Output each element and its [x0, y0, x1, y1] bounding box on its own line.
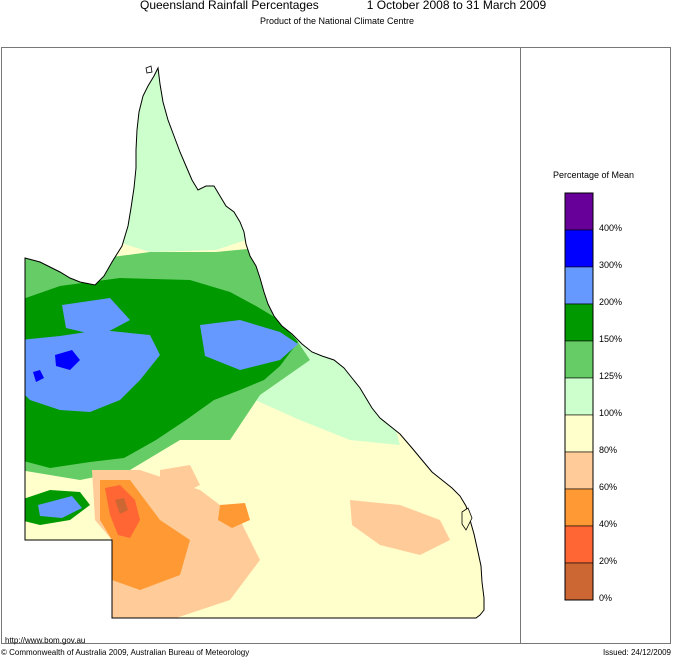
legend-swatch-9 [564, 525, 594, 564]
legend-swatch-3 [564, 303, 594, 342]
band-200-300-north [62, 298, 130, 336]
legend-swatch-0 [564, 192, 594, 231]
legend-swatch-10 [564, 562, 594, 601]
band-200-300-west [25, 330, 160, 412]
band-200-300-southwest [38, 496, 82, 518]
title-text: Queensland Rainfall Percentages [140, 0, 319, 12]
legend-divider [520, 47, 521, 644]
band-0-20 [115, 498, 128, 514]
legend-swatch-4 [564, 340, 594, 379]
legend-title: Percentage of Mean [553, 170, 635, 180]
band-100-125-north [118, 68, 252, 252]
date-range: 1 October 2008 to 31 March 2009 [366, 0, 547, 12]
band-60-80-central [160, 465, 200, 495]
legend-colorbar [564, 192, 594, 601]
island-fraser [461, 507, 473, 531]
map-title: Queensland Rainfall Percentages 1 October… [140, 0, 546, 12]
band-200-300-central [200, 320, 298, 370]
legend-swatch-6 [564, 414, 594, 453]
map-subtitle: Product of the National Climate Centre [259, 16, 415, 26]
band-40-60-spot [218, 503, 250, 528]
legend-label-9: 20% [599, 556, 618, 566]
legend-swatch-1 [564, 229, 594, 268]
legend-swatch-2 [564, 266, 594, 305]
legend-label-6: 80% [599, 445, 618, 455]
legend-label-8: 40% [599, 519, 618, 529]
legend-label-1: 300% [599, 260, 623, 270]
band-300-400-spot [33, 370, 44, 382]
source-url[interactable]: http://www.bom.gov.au [5, 636, 86, 645]
legend-label-10: 0% [599, 593, 613, 603]
issued-date: Issued: 24/12/2009 [602, 648, 671, 657]
band-300-400 [55, 350, 80, 370]
legend-label-5: 100% [599, 408, 623, 418]
legend-swatch-5 [564, 377, 594, 416]
percentage-fill [25, 68, 484, 618]
legend-label-7: 60% [599, 482, 618, 492]
legend-swatch-8 [564, 488, 594, 527]
map-frame [1, 47, 671, 644]
legend-swatch-7 [564, 451, 594, 490]
band-60-80-southeast [350, 500, 450, 555]
legend-label-2: 200% [599, 297, 623, 307]
legend-label-0: 400% [599, 223, 623, 233]
copyright-note: © Commonwealth of Australia 2009, Austra… [1, 648, 250, 657]
legend-label-4: 125% [599, 371, 623, 381]
legend-label-3: 150% [599, 334, 623, 344]
island-north [145, 65, 153, 74]
